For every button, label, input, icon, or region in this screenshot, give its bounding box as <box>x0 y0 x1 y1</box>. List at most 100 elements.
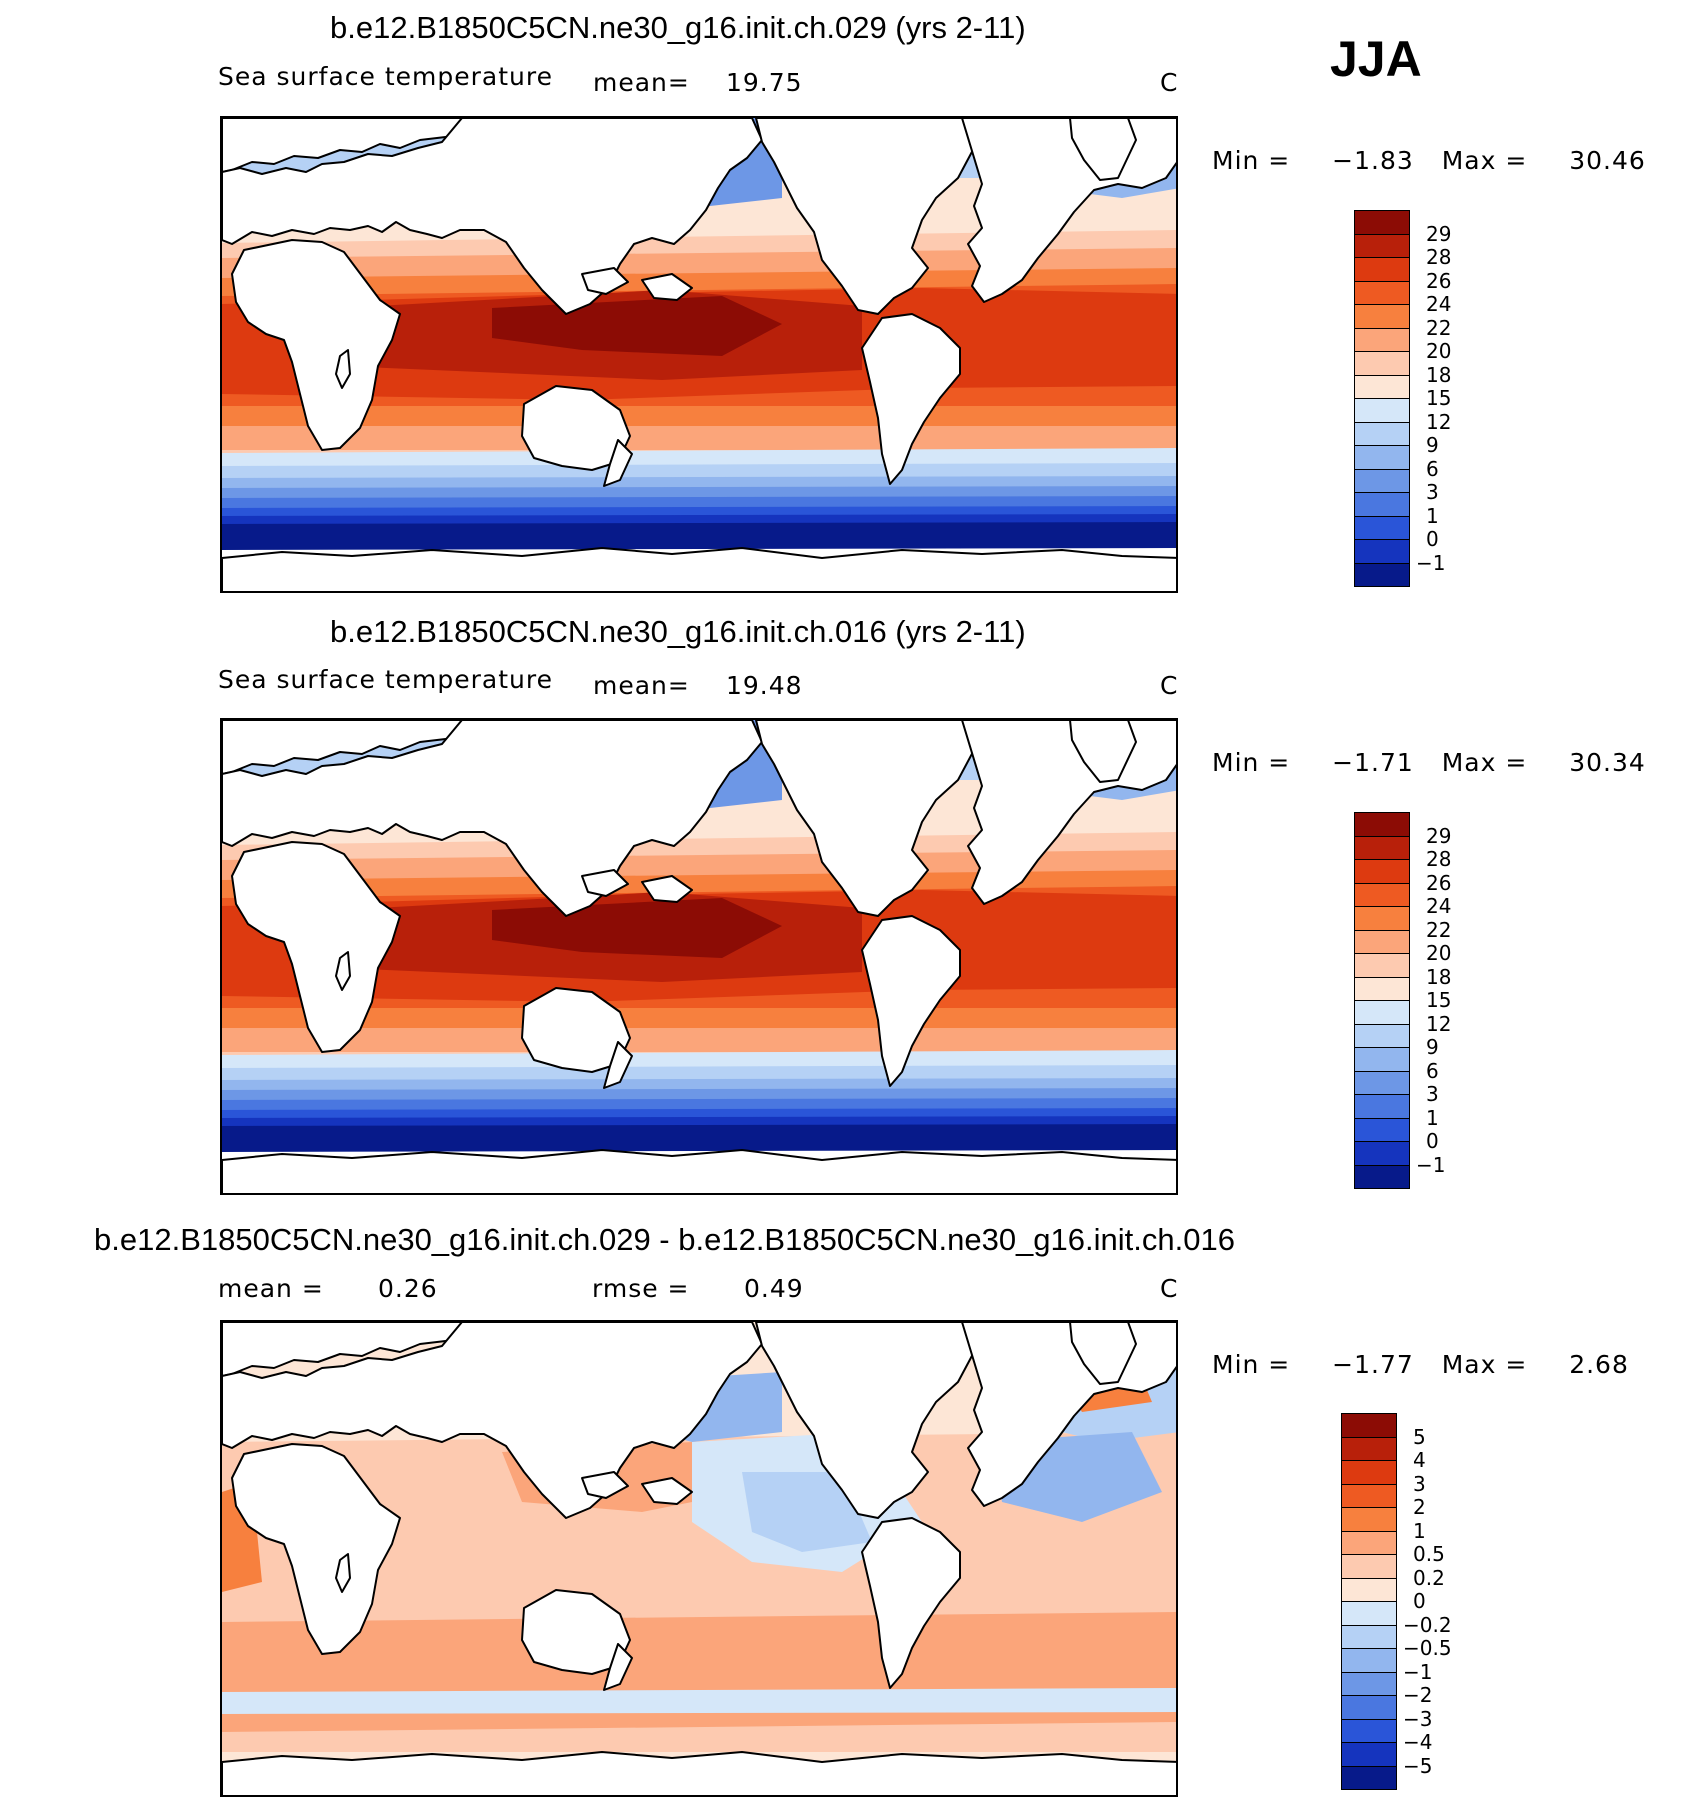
colorbar-tick-label: 0.5 <box>1413 1542 1445 1566</box>
colorbar-tick-label: 24 <box>1426 894 1452 918</box>
colorbar-tick-label: 18 <box>1426 362 1452 387</box>
min-label: Min = <box>1212 146 1291 175</box>
colorbar-swatch <box>1341 1671 1397 1696</box>
mean-value: 19.48 <box>726 671 803 700</box>
mean-label: mean = <box>218 1274 324 1303</box>
colorbar-swatch <box>1354 257 1410 282</box>
colorbar-tick-label: 18 <box>1426 964 1452 989</box>
colorbar-tick-label: 0 <box>1426 527 1439 551</box>
land-mass <box>861 915 961 1087</box>
colorbar-tick-label: 0 <box>1426 1129 1439 1153</box>
colorbar-tick-label: 6 <box>1426 456 1439 481</box>
colorbar-swatch <box>1354 562 1410 587</box>
units-label: C <box>1160 68 1179 97</box>
colorbar-tick-label: 6 <box>1426 1058 1439 1083</box>
land-mass <box>861 1517 961 1689</box>
land-mass <box>603 1041 633 1089</box>
max-label: Max = <box>1441 1350 1528 1379</box>
colorbar-swatch <box>1354 953 1410 978</box>
sst-map <box>220 718 1178 1195</box>
min-max-readout: Min = −1.71 Max = 30.34 <box>1212 748 1646 777</box>
colorbar-tick-label: −1 <box>1403 1659 1433 1684</box>
colorbar-tick-label: 1 <box>1413 1518 1426 1543</box>
sst-map <box>220 116 1178 593</box>
land-mass <box>335 951 351 991</box>
min-label: Min = <box>1212 748 1291 777</box>
land-mass <box>581 267 629 295</box>
mean-label: mean= <box>593 68 690 97</box>
min-max-readout: Min = −1.77 Max = 2.68 <box>1212 1350 1629 1379</box>
land-mass <box>1069 118 1137 181</box>
colorbar-tick-label: 26 <box>1426 870 1452 895</box>
colorbar-swatch <box>1341 1413 1397 1438</box>
colorbar-tick-label: −1 <box>1416 550 1446 575</box>
min-value: −1.77 <box>1332 1350 1414 1379</box>
land-mass <box>222 1322 763 1519</box>
colorbar-swatch <box>1354 882 1410 907</box>
colorbar-tick-label: −0.5 <box>1403 1636 1452 1660</box>
land-mass <box>222 1149 1176 1193</box>
mean-label: mean= <box>593 671 690 700</box>
season-label: JJA <box>1330 31 1422 87</box>
colorbar-swatch <box>1341 1483 1397 1508</box>
colorbar-tick-label: 20 <box>1426 339 1452 363</box>
colorbar-swatch <box>1341 1765 1397 1790</box>
colorbar-tick-label: 2 <box>1413 1495 1426 1519</box>
colorbar-swatch <box>1341 1648 1397 1673</box>
land-mass <box>222 1751 1176 1795</box>
colorbar-swatch <box>1354 280 1410 305</box>
mean-value: 0.26 <box>378 1274 438 1303</box>
colorbar-swatch <box>1354 351 1410 376</box>
colorbar-swatch <box>1354 1141 1410 1166</box>
colorbar-tick-label: 1 <box>1426 1105 1439 1130</box>
colorbar-tick-label: −3 <box>1403 1706 1433 1731</box>
colorbar-swatch <box>1354 1047 1410 1072</box>
colorbar-swatch <box>1354 233 1410 258</box>
colorbar-tick-label: 3 <box>1426 480 1439 504</box>
field-contour-band <box>222 1124 1176 1152</box>
colorbar-tick-label: 29 <box>1426 221 1452 246</box>
colorbar-swatch <box>1354 492 1410 517</box>
units-label: C <box>1160 671 1179 700</box>
land-mass <box>335 1553 351 1593</box>
panel-title: b.e12.B1850C5CN.ne30_g16.init.ch.029 - b… <box>94 1222 1235 1257</box>
rmse-label: rmse = <box>592 1274 690 1303</box>
colorbar-swatch <box>1341 1718 1397 1743</box>
colorbar-swatch <box>1354 1070 1410 1095</box>
colorbar-swatch <box>1341 1507 1397 1532</box>
max-value: 2.68 <box>1569 1350 1629 1379</box>
colorbar-swatch <box>1354 327 1410 352</box>
colorbar-tick-label: 1 <box>1426 503 1439 528</box>
min-label: Min = <box>1212 1350 1291 1379</box>
colorbar-tick-label: 29 <box>1426 823 1452 848</box>
colorbar-swatch <box>1354 859 1410 884</box>
colorbar-swatch <box>1341 1577 1397 1602</box>
colorbar-tick-label: 20 <box>1426 941 1452 965</box>
land-mass <box>335 349 351 389</box>
colorbar-swatch <box>1354 1117 1410 1142</box>
colorbar-tick-label: 22 <box>1426 917 1452 942</box>
land-mass <box>755 720 983 917</box>
colorbar-tick-label: 12 <box>1426 1011 1452 1036</box>
colorbar-swatch <box>1354 906 1410 931</box>
colorbar-tick-label: 24 <box>1426 292 1452 316</box>
colorbar-swatch <box>1341 1436 1397 1461</box>
colorbar-swatch <box>1341 1624 1397 1649</box>
colorbar-swatch <box>1354 1023 1410 1048</box>
land-mass <box>231 1443 401 1655</box>
colorbar-tick-label: 28 <box>1426 245 1452 269</box>
difference-map <box>220 1320 1178 1797</box>
max-label: Max = <box>1441 146 1528 175</box>
land-mass <box>231 841 401 1053</box>
colorbar-swatch <box>1354 1094 1410 1119</box>
land-mass <box>755 118 983 315</box>
colorbar-swatch <box>1354 515 1410 540</box>
min-value: −1.83 <box>1332 146 1414 175</box>
colorbar-swatch <box>1354 1164 1410 1189</box>
colorbar-swatch <box>1341 1601 1397 1626</box>
land-mass <box>222 720 763 917</box>
colorbar-tick-label: −0.2 <box>1403 1612 1452 1637</box>
land-mass <box>222 118 763 315</box>
rmse-value: 0.49 <box>744 1274 804 1303</box>
colorbar-swatch <box>1354 398 1410 423</box>
